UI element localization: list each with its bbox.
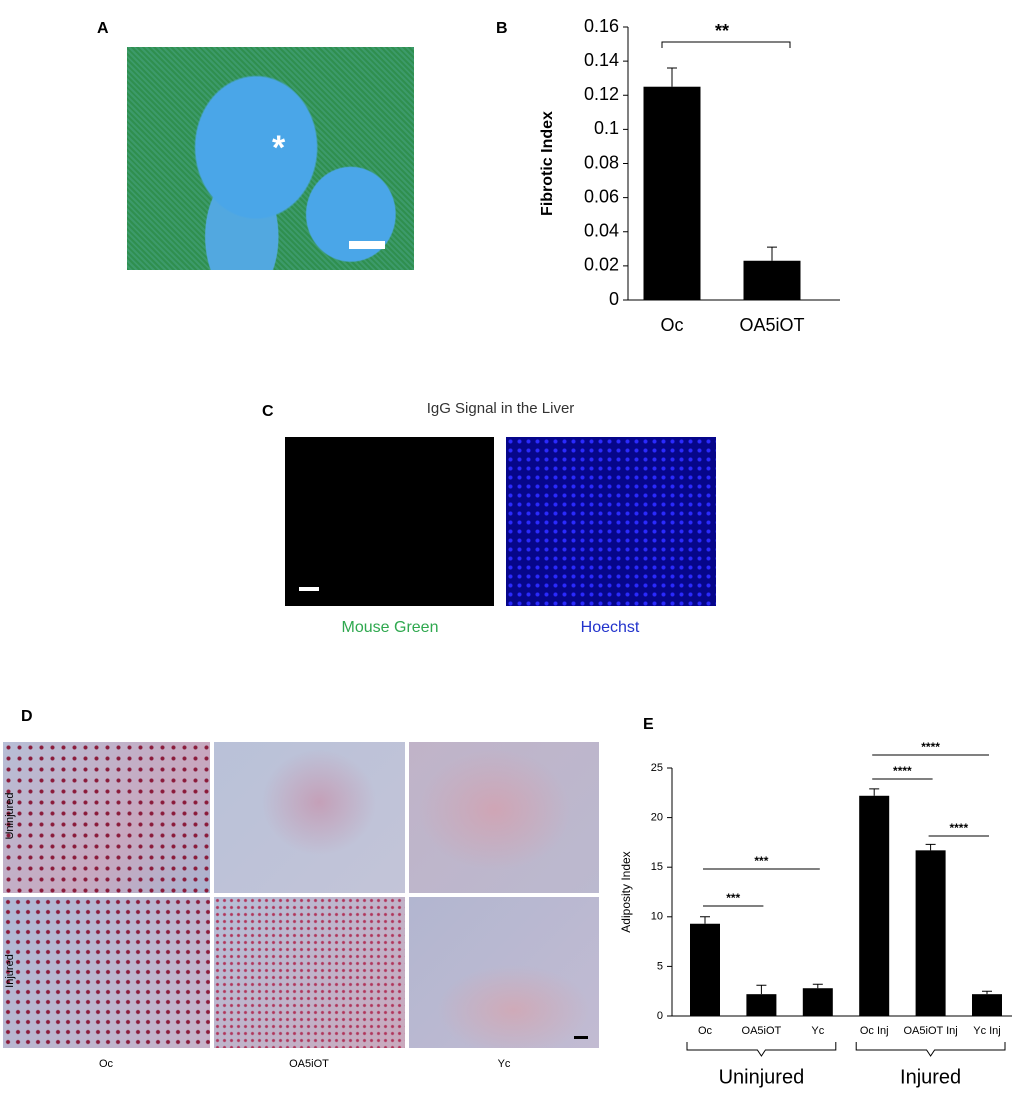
micrograph: [409, 742, 599, 893]
panel-title: IgG Signal in the Liver: [426, 400, 575, 417]
group-label: Injured: [900, 1066, 961, 1088]
micrograph: [506, 437, 716, 606]
caption: Mouse Green: [341, 619, 439, 636]
error-bar: [756, 984, 767, 995]
y-tick-label: 0.06: [584, 186, 619, 206]
panel-label: E: [643, 716, 654, 733]
significance-label: ****: [921, 740, 940, 754]
micrograph: *: [127, 47, 414, 270]
scale-bar: [574, 1036, 588, 1039]
column-label: Oc: [98, 1058, 114, 1070]
x-tick-label: Oc Inj: [860, 1025, 889, 1037]
x-tick-label: Oc: [698, 1025, 713, 1037]
asterisk: *: [272, 129, 286, 167]
y-tick-label: 0.02: [584, 255, 619, 275]
y-tick-label: 0.08: [584, 152, 619, 172]
x-tick-label: Yc Inj: [973, 1025, 1001, 1037]
error-bar: [869, 788, 880, 796]
panel-label: D: [21, 708, 33, 725]
y-tick-label: 5: [657, 960, 663, 972]
x-tick-label: OA5iOT Inj: [903, 1025, 957, 1037]
significance-label: ****: [893, 764, 912, 778]
bar: [690, 923, 720, 1016]
y-tick-label: 0: [657, 1010, 663, 1022]
group-brace: [855, 1042, 1006, 1057]
bar: [746, 994, 777, 1016]
group-brace: [686, 1042, 837, 1057]
x-tick-label: OA5iOT: [742, 1025, 782, 1037]
panel-label: B: [496, 20, 508, 37]
y-tick-label: 0.14: [584, 50, 619, 70]
error-bar: [700, 916, 710, 924]
micrograph: [3, 742, 210, 893]
panel-label: C: [262, 403, 274, 420]
y-tick-label: 20: [651, 812, 663, 824]
bar: [859, 795, 890, 1016]
x-tick-label: Yc: [811, 1025, 824, 1037]
y-axis-label: Fibrotic Index: [539, 111, 556, 216]
error-bar: [767, 246, 777, 261]
significance-label: **: [715, 21, 729, 41]
y-tick-label: 0.04: [584, 221, 619, 241]
bar: [972, 994, 1002, 1016]
bar: [743, 260, 801, 300]
bar: [802, 988, 833, 1016]
y-tick-label: 0.16: [584, 16, 619, 36]
y-tick-label: 25: [651, 762, 663, 774]
caption: Hoechst: [580, 619, 640, 636]
significance-label: ****: [949, 821, 968, 835]
y-tick-label: 0: [609, 289, 619, 309]
panel-label: A: [97, 20, 109, 37]
significance-label: ***: [726, 891, 740, 905]
significance-bracket: [661, 41, 791, 48]
bar: [915, 850, 946, 1016]
micrograph: [409, 897, 599, 1048]
x-tick-label: OA5iOT: [739, 315, 804, 335]
error-bar: [982, 990, 992, 995]
group-label: Uninjured: [719, 1066, 805, 1088]
micrograph: [214, 742, 405, 893]
x-tick-label: Oc: [660, 315, 683, 335]
y-tick-label: 0.1: [594, 118, 619, 138]
micrograph: [214, 897, 405, 1048]
scale-bar: [349, 241, 385, 249]
bar: [643, 86, 701, 300]
error-bar: [812, 983, 823, 989]
error-bar: [925, 843, 936, 851]
micrograph: [285, 437, 494, 606]
error-bar: [667, 67, 677, 87]
column-label: Yc: [497, 1058, 511, 1070]
micrograph: [3, 897, 210, 1048]
y-axis-label: Adiposity Index: [619, 851, 633, 932]
y-tick-label: 10: [651, 911, 663, 923]
y-tick-label: 15: [651, 861, 663, 873]
column-label: OA5iOT: [289, 1058, 329, 1070]
scale-bar: [299, 587, 319, 591]
y-tick-label: 0.12: [584, 84, 619, 104]
significance-label: ***: [754, 854, 768, 868]
